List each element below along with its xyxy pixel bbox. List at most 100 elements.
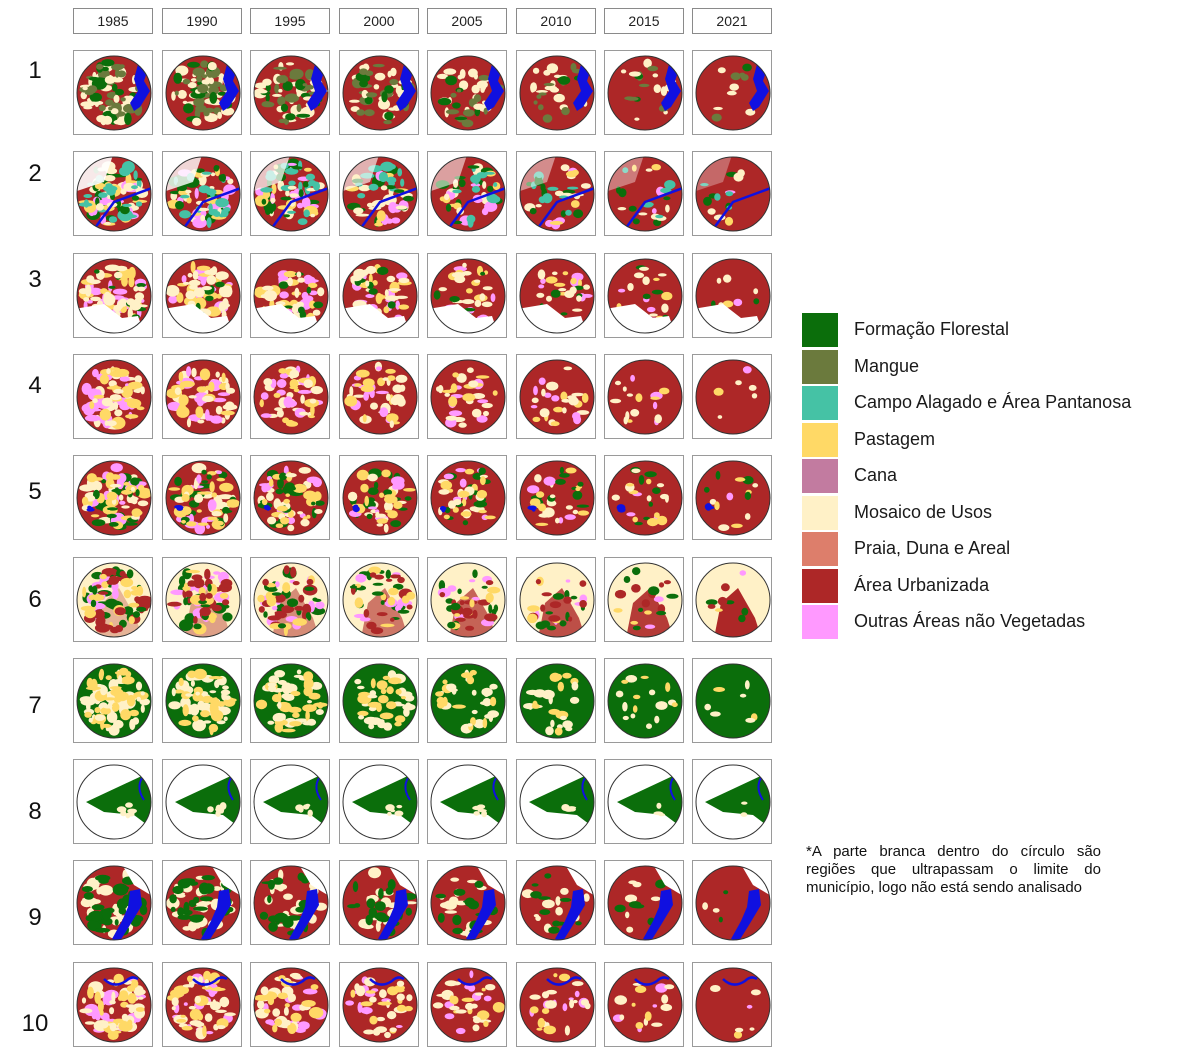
map-cell-7-2000 — [339, 658, 419, 743]
year-header-2005: 2005 — [427, 8, 507, 34]
land-use-circle-map — [165, 359, 241, 435]
legend-swatch — [802, 605, 838, 639]
land-use-circle-map — [165, 55, 241, 131]
map-cell-10-2015 — [604, 962, 684, 1047]
map-cell-7-2010 — [516, 658, 596, 743]
map-cell-5-1985 — [73, 455, 153, 540]
land-use-circle-map — [253, 258, 329, 334]
map-cell-5-2005 — [427, 455, 507, 540]
land-use-circle-map — [695, 764, 771, 840]
land-use-circle-map — [607, 967, 683, 1043]
map-cell-3-2010 — [516, 253, 596, 338]
map-cell-2-2015 — [604, 151, 684, 236]
legend-swatch — [802, 349, 838, 384]
land-use-circle-map — [430, 865, 506, 941]
map-cell-4-2010 — [516, 354, 596, 439]
land-use-circle-map — [342, 764, 418, 840]
row-label-2: 2 — [28, 160, 42, 187]
legend-swatch — [802, 495, 838, 530]
land-use-circle-map — [253, 156, 329, 232]
land-use-circle-map — [342, 562, 418, 638]
year-header-2000: 2000 — [339, 8, 419, 34]
row-label-7: 7 — [28, 692, 42, 719]
map-cell-3-2000 — [339, 253, 419, 338]
land-use-circle-map — [519, 156, 595, 232]
map-cell-4-1985 — [73, 354, 153, 439]
map-cell-6-1995 — [250, 557, 330, 642]
map-cell-5-2021 — [692, 455, 772, 540]
map-cell-6-2021 — [692, 557, 772, 642]
map-cell-10-1985 — [73, 962, 153, 1047]
land-use-circle-map — [695, 156, 771, 232]
land-use-circle-map — [519, 359, 595, 435]
land-use-circle-map — [165, 764, 241, 840]
map-cell-10-1995 — [250, 962, 330, 1047]
map-cell-6-2010 — [516, 557, 596, 642]
land-use-circle-map — [695, 967, 771, 1043]
row-label-9: 9 — [28, 904, 42, 931]
map-cell-2-1985 — [73, 151, 153, 236]
land-use-circle-map — [519, 460, 595, 536]
land-use-circle-map — [695, 258, 771, 334]
land-use-circle-map — [76, 865, 152, 941]
land-use-circle-map — [253, 55, 329, 131]
legend-label: Cana — [854, 465, 898, 485]
row-label-10: 10 — [21, 1010, 49, 1037]
land-use-circle-map — [165, 562, 241, 638]
map-cell-1-1985 — [73, 50, 153, 135]
map-cell-4-1990 — [162, 354, 242, 439]
land-use-circle-map — [165, 258, 241, 334]
land-use-circle-map — [165, 967, 241, 1043]
map-cell-10-2005 — [427, 962, 507, 1047]
land-use-circle-map — [519, 55, 595, 131]
map-cell-8-2000 — [339, 759, 419, 844]
map-cell-9-1990 — [162, 860, 242, 945]
map-cell-1-2010 — [516, 50, 596, 135]
land-use-circle-map — [430, 967, 506, 1043]
map-cell-6-2000 — [339, 557, 419, 642]
land-use-circle-map — [430, 764, 506, 840]
map-cell-4-2000 — [339, 354, 419, 439]
land-use-circle-map — [253, 460, 329, 536]
legend-label: Área Urbanizada — [854, 574, 990, 595]
legend-swatch — [802, 568, 838, 603]
land-use-circle-map — [76, 460, 152, 536]
land-use-circle-map — [607, 55, 683, 131]
land-use-circle-map — [607, 156, 683, 232]
land-use-circle-map — [695, 55, 771, 131]
land-use-circle-map — [607, 562, 683, 638]
land-use-circle-map — [342, 460, 418, 536]
land-use-circle-map — [607, 359, 683, 435]
land-use-circle-map — [695, 865, 771, 941]
map-cell-7-2021 — [692, 658, 772, 743]
land-use-circle-map — [695, 460, 771, 536]
legend-label: Pastagem — [854, 428, 936, 449]
land-use-circle-map — [342, 55, 418, 131]
land-use-circle-map — [165, 663, 241, 739]
map-cell-9-2015 — [604, 860, 684, 945]
legend-label: Outras Áreas não Vegetadas — [854, 611, 1086, 631]
land-use-circle-map — [519, 764, 595, 840]
land-use-circle-map — [165, 156, 241, 232]
land-use-circle-map — [607, 460, 683, 536]
map-cell-8-2010 — [516, 759, 596, 844]
map-cell-3-2021 — [692, 253, 772, 338]
map-cell-5-2000 — [339, 455, 419, 540]
map-cell-6-2015 — [604, 557, 684, 642]
legend-label: Praia, Duna e Areal — [854, 538, 1011, 558]
map-cell-3-1985 — [73, 253, 153, 338]
row-label-5: 5 — [28, 478, 42, 505]
land-use-circle-map — [519, 663, 595, 739]
legend-label: Mosaico de Usos — [854, 501, 993, 522]
year-header-2015: 2015 — [604, 8, 684, 34]
map-cell-4-2015 — [604, 354, 684, 439]
land-use-circle-map — [607, 764, 683, 840]
land-use-circle-map — [76, 359, 152, 435]
land-use-circle-map — [342, 967, 418, 1043]
row-label-6: 6 — [28, 586, 42, 613]
footnote: *A parte branca dentro do círculo são re… — [806, 843, 1101, 896]
land-use-circle-map — [76, 562, 152, 638]
land-use-circle-map — [607, 865, 683, 941]
map-cell-8-2015 — [604, 759, 684, 844]
map-cell-7-2005 — [427, 658, 507, 743]
